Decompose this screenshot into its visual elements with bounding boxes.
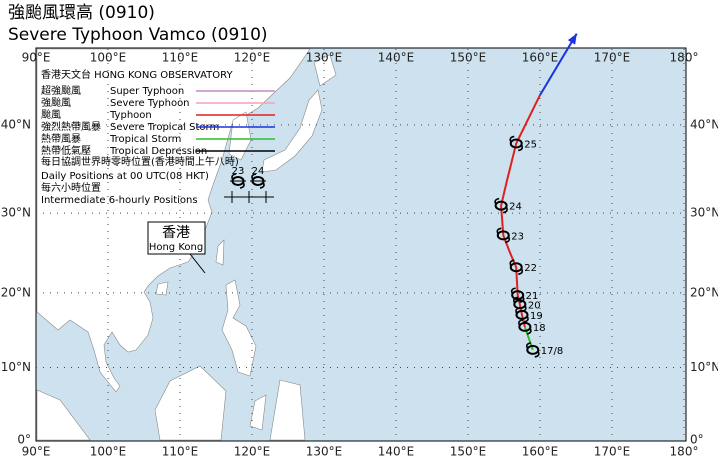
legend-en: Severe Tropical Storm — [110, 122, 219, 133]
storm-ring — [526, 344, 540, 355]
daily-position — [509, 135, 524, 152]
land — [36, 48, 337, 441]
position-label: 23 — [511, 231, 524, 242]
legend-zh: 強烈熱帶風暴 — [41, 120, 101, 133]
position-label: 18 — [533, 323, 546, 334]
hk-label: 香港 Hong Kong — [147, 221, 206, 274]
lat-label-left: 30°N — [1, 206, 31, 220]
lon-label-top: 110°E — [162, 51, 199, 65]
legend-daily-zh: 每日協調世界時零時位置(香港時間上午八時) — [41, 155, 239, 168]
storm-arm — [509, 259, 524, 276]
legend-zh: 熱帶風暴 — [41, 132, 81, 145]
legend-six-zh: 每六小時位置 — [41, 181, 101, 194]
storm-ring — [513, 299, 527, 310]
sample-storm — [251, 173, 265, 189]
position-label: 20 — [528, 300, 541, 311]
lon-label-top: 90°E — [22, 51, 51, 65]
storm-arm — [231, 173, 245, 189]
legend-en: Tropical Storm — [109, 134, 181, 145]
daily-position — [526, 342, 540, 358]
sample-label: 24 — [252, 166, 265, 177]
track-segment — [539, 33, 578, 96]
daily-position — [510, 287, 525, 303]
position-label: 22 — [524, 263, 537, 274]
lat-label-right: 0° — [690, 433, 704, 447]
storm-arm — [251, 173, 265, 189]
legend-daily-en: Daily Positions at 00 UTC(08 HKT) — [41, 171, 209, 182]
position-label: 24 — [509, 202, 522, 213]
storm-ring — [251, 176, 265, 186]
lon-label-bottom: 180° — [670, 445, 699, 459]
daily-position — [494, 197, 508, 214]
legend-zh: 颱風 — [41, 109, 61, 121]
storm-ring — [518, 321, 532, 332]
lat-label-right: 40°N — [690, 117, 718, 131]
position-label: 21 — [526, 291, 539, 302]
hk-label-zh: 香港 — [162, 225, 190, 241]
lon-label-bottom: 120°E — [234, 445, 271, 459]
storm-ring — [496, 230, 510, 241]
storm-arm — [526, 342, 540, 358]
storm-ring — [509, 262, 523, 273]
position-label: 17/8 — [541, 346, 563, 357]
title-zh: 強颱風環高 (0910) — [8, 3, 155, 23]
position-label: 25 — [524, 139, 537, 150]
storm-ring — [231, 176, 245, 186]
lon-label-top: 130°E — [306, 51, 343, 65]
lon-label-bottom: 110°E — [162, 445, 199, 459]
legend-en: Tropical Depression — [109, 146, 207, 157]
storm-arm — [494, 197, 508, 214]
lon-label-bottom: 100°E — [90, 445, 127, 459]
legend-six-en: Intermediate 6-hourly Positions — [41, 195, 198, 206]
lat-label-left: 10°N — [1, 360, 31, 374]
lon-label-top: 180° — [670, 51, 699, 65]
lon-label-bottom: 140°E — [378, 445, 415, 459]
legend-en: Typhoon — [109, 110, 152, 121]
lon-label-bottom: 130°E — [306, 445, 343, 459]
lon-label-bottom: 90°E — [22, 445, 51, 459]
storm-arm — [509, 135, 524, 152]
position-label: 19 — [530, 311, 543, 322]
six-hourly-sample — [224, 191, 274, 203]
lon-label-bottom: 160°E — [522, 445, 559, 459]
title-en: Severe Typhoon Vamco (0910) — [8, 25, 268, 45]
storm-ring — [511, 290, 525, 301]
storm-arm — [510, 287, 525, 303]
storm-arm — [496, 227, 511, 244]
lat-label-left: 0° — [17, 433, 31, 447]
sample-label: 23 — [232, 166, 245, 177]
lon-label-top: 170°E — [594, 51, 631, 65]
lon-label-top: 160°E — [522, 51, 559, 65]
daily-position — [496, 227, 511, 244]
lon-label-bottom: 150°E — [450, 445, 487, 459]
legend-en: Severe Typhoon — [110, 98, 190, 109]
lon-label-top: 150°E — [450, 51, 487, 65]
legend: 超強颱風 Super Typhoon 強颱風 Severe Typhoon 颱風 Typh… — [41, 84, 275, 157]
daily-position — [518, 319, 532, 335]
legend-en: Super Typhoon — [110, 86, 184, 97]
legend-zh: 熱帶低氣壓 — [41, 144, 91, 157]
storm-ring — [509, 138, 523, 149]
storm-ring — [494, 200, 508, 211]
legend-zh: 超強颱風 — [41, 84, 81, 97]
lat-label-right: 10°N — [690, 360, 718, 374]
hk-label-en: Hong Kong — [149, 242, 203, 253]
lon-label-bottom: 170°E — [594, 445, 631, 459]
lat-label-left: 20°N — [1, 285, 31, 299]
lon-label-top: 140°E — [378, 51, 415, 65]
lat-label-right: 30°N — [690, 206, 718, 220]
storm-arm — [518, 319, 532, 335]
legend-header: 香港天文台 HONG KONG OBSERVATORY — [41, 68, 233, 81]
lat-label-left: 40°N — [1, 117, 31, 131]
lat-label-right: 20°N — [690, 285, 718, 299]
legend-zh: 強颱風 — [41, 96, 71, 109]
lon-label-top: 120°E — [234, 51, 271, 65]
lon-label-top: 100°E — [90, 51, 127, 65]
daily-position — [509, 259, 524, 276]
sample-storm — [231, 173, 245, 189]
track-arrowhead — [567, 33, 577, 45]
